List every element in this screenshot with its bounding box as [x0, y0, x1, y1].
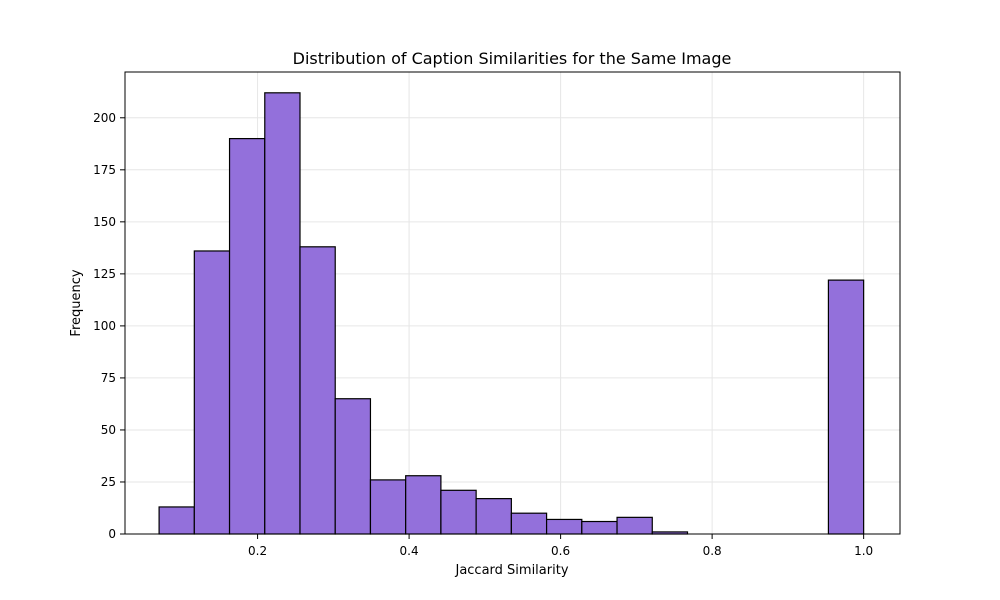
- histogram-bar: [581, 520, 618, 535]
- x-axis-label: Jaccard Similarity: [454, 563, 568, 578]
- y-axis-label: Frequency: [69, 269, 84, 336]
- histogram-bar: [510, 512, 548, 535]
- histogram-bar: [405, 475, 442, 535]
- histogram-bar: [193, 250, 231, 535]
- y-tick-label: 100: [93, 319, 116, 333]
- x-tick-label: 0.6: [551, 544, 570, 558]
- histogram-bar: [264, 92, 301, 535]
- y-tick-label: 125: [93, 267, 116, 281]
- histogram-bar: [369, 479, 407, 535]
- x-tick-label: 0.8: [703, 544, 722, 558]
- histogram-bar: [475, 498, 512, 535]
- y-tick-label: 75: [101, 371, 116, 385]
- y-tick-label: 200: [93, 111, 116, 125]
- x-tick-label: 0.4: [400, 544, 419, 558]
- histogram-bar: [440, 489, 477, 535]
- y-tick-label: 0: [108, 527, 116, 541]
- plot-frame: [124, 71, 901, 535]
- histogram-bar: [158, 506, 195, 535]
- x-tick-label: 1.0: [854, 544, 873, 558]
- y-tick-label: 150: [93, 215, 116, 229]
- y-tick-label: 25: [101, 475, 116, 489]
- histogram-bar: [299, 246, 336, 535]
- histogram-bar: [545, 518, 583, 535]
- histogram-bar: [616, 516, 653, 535]
- x-tick-label: 0.2: [248, 544, 267, 558]
- y-tick-label: 50: [101, 423, 116, 437]
- chart-title: Distribution of Caption Similarities for…: [293, 49, 732, 68]
- histogram-bar: [334, 398, 372, 535]
- y-tick-label: 175: [93, 163, 116, 177]
- histogram-bar: [827, 279, 865, 535]
- histogram-bar: [228, 137, 266, 535]
- bars-layer: [158, 92, 865, 535]
- ticks-layer: 0.2 0.4 0.6 0.8 1.0 0 25 50 75 100 125 150 175 200: [93, 111, 873, 558]
